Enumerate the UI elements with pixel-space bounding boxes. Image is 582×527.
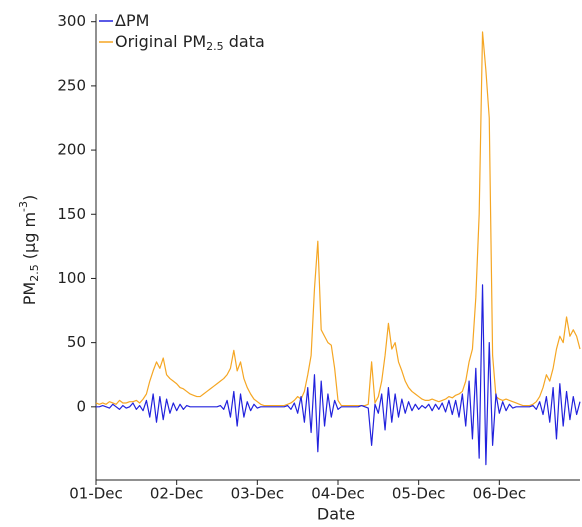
legend-label: Original PM2.5 data <box>115 32 265 54</box>
x-tick-label: 05-Dec <box>392 485 446 503</box>
legend-part: data <box>224 32 265 51</box>
x-tick-label: 03-Dec <box>231 485 285 503</box>
y-axis-label: PM2.5 (µg m-3) <box>17 195 41 306</box>
y-tick-label: 200 <box>57 141 86 159</box>
y-tick-label: 50 <box>67 333 86 351</box>
x-tick-label: 01-Dec <box>69 485 123 503</box>
legend-part: ΔPM <box>115 11 149 30</box>
y-label-sup: -3 <box>17 201 30 212</box>
legend: ΔPM Original PM2.5 data <box>99 11 265 54</box>
y-tick-label: 250 <box>57 76 86 94</box>
y-label-part: ) <box>20 195 39 201</box>
y-tick-label: 100 <box>57 269 86 287</box>
legend-part: Original PM <box>115 32 206 51</box>
legend-label: ΔPM <box>115 11 149 30</box>
series-line <box>96 284 581 466</box>
series-line <box>95 31 581 407</box>
x-tick-label: 06-Dec <box>473 485 527 503</box>
plot-area <box>95 31 581 466</box>
y-tick-label: 0 <box>76 397 86 415</box>
y-label-sub: 2.5 <box>28 264 41 282</box>
legend-sub: 2.5 <box>206 40 224 53</box>
y-tick-label: 150 <box>57 205 86 223</box>
y-label-part: (µg m <box>20 212 39 264</box>
x-tick-label: 02-Dec <box>150 485 204 503</box>
x-tick-label: 04-Dec <box>311 485 365 503</box>
y-tick-label: 300 <box>57 12 86 30</box>
y-label-part: PM <box>20 282 39 305</box>
x-axis-label: Date <box>317 505 355 524</box>
